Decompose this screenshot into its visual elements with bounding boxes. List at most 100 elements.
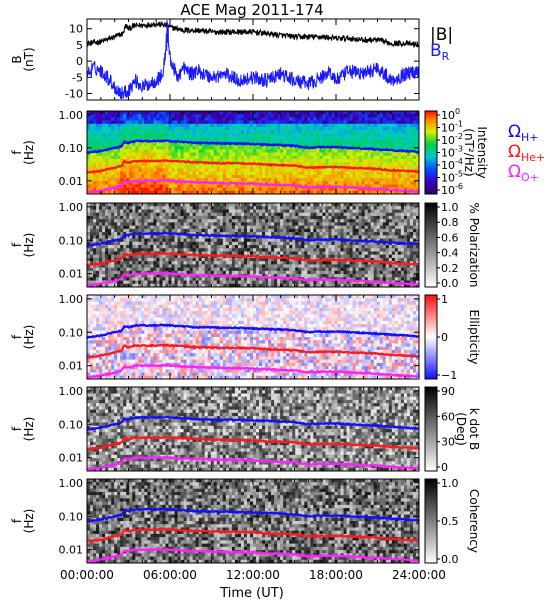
spectrogram-cell: [93, 270, 97, 275]
spectrogram-cell: [156, 209, 160, 213]
spectrogram-cell: [90, 261, 94, 265]
spectrogram-cell: [412, 158, 417, 163]
spectrogram-cell: [144, 152, 148, 156]
spectrogram-cell: [87, 174, 91, 179]
spectrogram-cell: [237, 232, 242, 236]
spectrogram-cell: [213, 206, 218, 210]
spectrogram-cell: [186, 174, 190, 179]
spectrogram-cell: [219, 187, 224, 192]
spectrogram-cell: [301, 241, 305, 246]
spectrogram-cell: [310, 209, 314, 213]
spectrogram-cell: [177, 146, 181, 150]
spectrogram-cell: [307, 155, 311, 160]
spectrogram-cell: [409, 133, 414, 137]
legend-br: BR: [430, 41, 450, 63]
spectrogram-cell: [180, 190, 184, 195]
spectrogram-cell: [355, 174, 359, 179]
spectrogram-cell: [222, 248, 227, 252]
spectrogram-cell: [120, 209, 124, 213]
spectrogram-cell: [319, 120, 323, 125]
spectrogram-cell: [253, 139, 257, 144]
spectrogram-cell: [262, 261, 266, 265]
spectrogram-cell: [210, 222, 215, 226]
spectrogram-cell: [240, 283, 245, 288]
spectrogram-cell: [231, 280, 236, 285]
spectrogram-cell: [268, 190, 272, 195]
spectrogram-cell: [379, 111, 384, 115]
spectrogram-cell: [96, 277, 100, 281]
spectrogram-cell: [138, 142, 142, 147]
spectrogram-cell: [403, 181, 408, 185]
spectrogram-cell: [268, 149, 272, 153]
spectrogram-cell: [156, 228, 160, 233]
spectrogram-cell: [141, 181, 145, 185]
spectrogram-cell: [313, 152, 317, 156]
spectrogram-cell: [129, 225, 133, 230]
spectrogram-cell: [177, 142, 181, 147]
spectrogram-cell: [409, 152, 414, 156]
spectrogram-cell: [310, 212, 314, 217]
spectrogram-cell: [240, 174, 245, 179]
spectrogram-cell: [394, 133, 399, 137]
spectrogram-cell: [219, 146, 224, 150]
spectrogram-cell: [177, 215, 181, 220]
spectrogram-cell: [216, 136, 221, 141]
spectrogram-cell: [117, 190, 121, 195]
spectrogram-cell: [165, 274, 169, 278]
spectrogram-cell: [376, 133, 381, 137]
spectrogram-cell: [165, 146, 169, 150]
spectrogram-cell: [379, 181, 384, 185]
spectrogram-cell: [96, 270, 100, 275]
spectrogram-cell: [292, 206, 296, 210]
spectrogram-cell: [210, 168, 215, 172]
spectrogram-cell: [265, 126, 269, 131]
spectrogram-cell: [168, 155, 172, 160]
spectrogram-cell: [159, 162, 163, 166]
spectrogram-cell: [153, 203, 157, 207]
spectrogram-cell: [316, 171, 320, 176]
spectrogram-cell: [222, 251, 227, 255]
spectrogram-cell: [102, 123, 106, 128]
colorbar-tick-base: 10: [441, 109, 455, 122]
spectrogram-cell: [87, 165, 91, 169]
spectrogram-cell: [409, 130, 414, 134]
spectrogram-cell: [310, 241, 314, 246]
spectrogram-cell: [201, 212, 206, 217]
spectrogram-cell: [256, 283, 260, 288]
spectrogram-cell: [292, 228, 296, 233]
spectrogram-cell: [268, 248, 272, 252]
spectrogram-cell: [391, 142, 396, 147]
spectrogram-cell: [114, 248, 118, 252]
spectrogram-cell: [355, 117, 359, 121]
spectrogram-cell: [219, 245, 224, 249]
spectrogram-cell: [253, 267, 257, 272]
spectrogram-cell: [90, 181, 94, 185]
spectrogram-cell: [114, 120, 118, 125]
spectrogram-cell: [189, 149, 193, 153]
spectrogram-cell: [141, 212, 145, 217]
spectrogram-cell: [406, 174, 411, 179]
spectrogram-cell: [108, 209, 112, 213]
spectrogram-cell: [126, 168, 130, 172]
spectrogram-cell: [180, 184, 184, 188]
spectrogram-cell: [268, 168, 272, 172]
spectrogram-cell: [286, 203, 290, 207]
spectrogram-cell: [222, 184, 227, 188]
spectrogram-cell: [310, 181, 314, 185]
spectrogram-cell: [147, 212, 151, 217]
spectrogram-cell: [331, 187, 335, 192]
spectrogram-cell: [310, 190, 314, 195]
spectrogram-cell: [346, 171, 350, 176]
spectrogram-cell: [325, 142, 329, 147]
spectrogram-cell: [361, 155, 365, 160]
spectrogram-cell: [135, 219, 139, 223]
spectrogram-cell: [286, 133, 290, 137]
spectrogram-cell: [331, 178, 335, 182]
spectrogram-cell: [409, 184, 414, 188]
spectrogram-cell: [280, 251, 284, 255]
spectrogram-cell: [394, 139, 399, 144]
spectrogram-cell: [286, 232, 290, 236]
colorbar-label: Intensity(nT²/Hz): [462, 126, 489, 178]
spectrogram-cell: [382, 142, 387, 147]
spectrogram-cell: [304, 181, 308, 185]
